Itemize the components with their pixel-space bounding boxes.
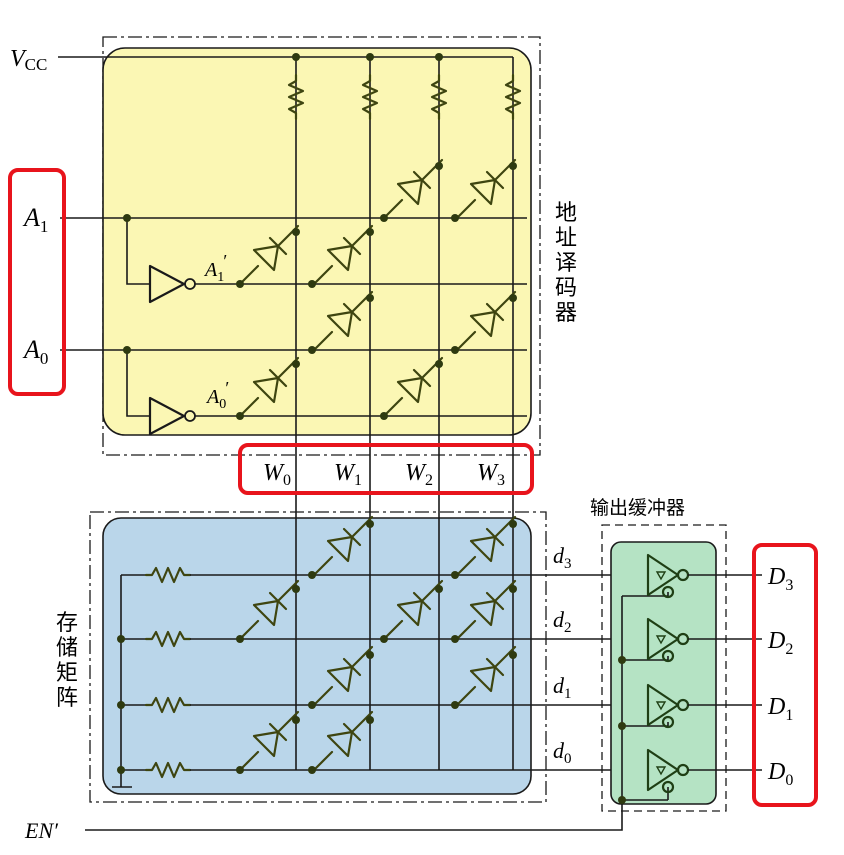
a1-prime-label: A1′ bbox=[203, 251, 227, 285]
memory-panel bbox=[102, 517, 532, 795]
output-buffer bbox=[85, 524, 762, 831]
buffer-title: 输出缓冲器 bbox=[590, 497, 685, 519]
word-label-3: W3 bbox=[477, 460, 505, 489]
word-label-0: W0 bbox=[263, 460, 291, 489]
decoder-title-4: 码 bbox=[555, 276, 577, 301]
decoder-junctions bbox=[123, 53, 517, 420]
d2-label: d2 bbox=[553, 607, 572, 636]
address-inputs-highlight bbox=[8, 168, 66, 396]
memory-title-3: 矩 bbox=[56, 661, 78, 686]
vcc-label: VCC bbox=[10, 46, 47, 74]
memory-matrix bbox=[89, 511, 648, 803]
word-label-2: W2 bbox=[405, 460, 433, 489]
D0-label: D0 bbox=[767, 759, 793, 789]
d0-label: d0 bbox=[553, 738, 572, 767]
memory-title-2: 储 bbox=[56, 636, 78, 661]
d1-label: d1 bbox=[553, 673, 572, 702]
decoder-title-5: 器 bbox=[555, 301, 577, 326]
buffer-panel bbox=[610, 541, 717, 805]
a0-prime-label: A0′ bbox=[205, 378, 229, 412]
D2-label: D2 bbox=[767, 628, 793, 658]
memory-dashed-border bbox=[89, 511, 547, 803]
address-decoder bbox=[58, 36, 541, 770]
a1-label: A1 bbox=[22, 203, 48, 236]
data-outputs-highlight bbox=[752, 543, 818, 807]
memory-junctions bbox=[117, 520, 517, 774]
labels: VCC A1 A0 A1′ A0′ 地 址 译 码 器 存 储 矩 阵 输出缓冲… bbox=[10, 46, 793, 843]
decoder-panel bbox=[102, 47, 532, 436]
d3-label: d3 bbox=[553, 543, 572, 572]
D1-label: D1 bbox=[767, 694, 793, 724]
a0-label: A0 bbox=[22, 335, 48, 368]
decoder-title-2: 址 bbox=[555, 226, 577, 251]
highlight-boxes bbox=[8, 168, 818, 807]
buffer-dashed-border bbox=[601, 524, 727, 812]
decoder-title-3: 译 bbox=[555, 251, 577, 276]
word-label-1: W1 bbox=[334, 460, 362, 489]
memory-title-4: 阵 bbox=[56, 686, 78, 711]
decoder-title-1: 地 bbox=[555, 201, 577, 226]
word-lines-highlight bbox=[238, 443, 534, 495]
en-label: EN′ bbox=[24, 818, 59, 843]
memory-title-1: 存 bbox=[56, 611, 78, 636]
D3-label: D3 bbox=[767, 564, 793, 594]
